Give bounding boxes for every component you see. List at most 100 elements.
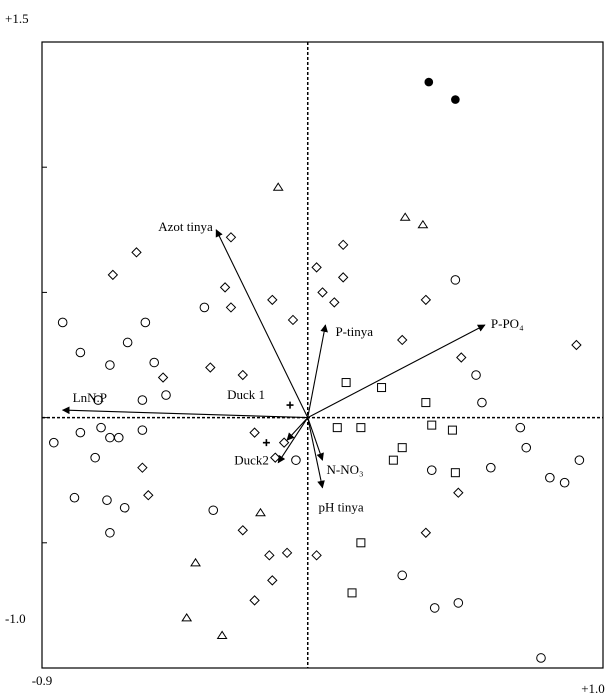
site-diamond — [267, 294, 278, 306]
site-triangle — [181, 612, 193, 622]
site-diamond — [157, 372, 169, 383]
vector-arrow — [277, 417, 309, 464]
vector-arrow — [307, 417, 325, 489]
site-diamond — [287, 314, 299, 326]
site-circle — [102, 495, 112, 506]
site-diamond — [453, 487, 464, 498]
site-diamond — [281, 547, 293, 559]
site-circle — [199, 302, 210, 313]
site-diamond — [237, 369, 248, 381]
site-diamond — [267, 575, 278, 586]
site-triangle — [272, 182, 284, 191]
site-diamond — [264, 550, 275, 561]
vector-label: N-NO₃ — [327, 462, 364, 477]
vector-label: Duck2 — [234, 453, 269, 468]
site-diamond — [225, 302, 237, 313]
site-square — [347, 588, 357, 598]
site-circle — [105, 527, 115, 538]
site-diamond — [107, 269, 119, 281]
site-circle — [161, 390, 171, 400]
site-circle — [453, 598, 464, 608]
site-triangle — [216, 630, 228, 639]
site-circle — [49, 437, 59, 448]
x-tick-label: +1.0 — [581, 681, 605, 695]
site-diamond — [420, 294, 432, 306]
vector-label: Duck 1 — [227, 387, 265, 402]
site-diamond — [219, 282, 231, 293]
vector-label: pH tinya — [319, 500, 364, 515]
site-diamond — [278, 437, 290, 448]
site-circle — [559, 477, 570, 488]
site-square — [397, 443, 407, 453]
site-diamond — [237, 525, 248, 536]
site-diamond — [337, 239, 349, 251]
site-circle — [69, 492, 80, 503]
site-circle — [119, 502, 130, 513]
site-circle — [208, 505, 219, 516]
vector-arrow — [286, 417, 309, 441]
x-tick-label: -0.9 — [32, 673, 53, 688]
site-diamond — [420, 527, 432, 538]
site-circle — [140, 317, 151, 328]
site-circle — [429, 603, 440, 613]
site-diamond — [270, 452, 281, 463]
site-triangle — [417, 219, 429, 229]
site-diamond — [205, 362, 216, 373]
site-circle — [426, 465, 437, 475]
site-square — [447, 425, 457, 435]
site-diamond — [249, 427, 260, 438]
site-circle — [291, 455, 301, 465]
site-filled-circle — [424, 77, 434, 87]
site-square — [356, 423, 366, 433]
site-circle — [93, 395, 103, 405]
site-diamond — [397, 334, 408, 346]
site-plus — [286, 401, 294, 409]
site-circle — [90, 452, 100, 463]
vector-arrow — [307, 417, 324, 461]
site-diamond — [337, 272, 349, 283]
site-triangle — [399, 212, 411, 221]
site-circle — [574, 455, 585, 465]
site-circle — [450, 275, 461, 285]
vector-label: P-tinya — [335, 324, 373, 339]
site-diamond — [311, 550, 322, 561]
site-diamond — [143, 490, 154, 501]
vector-label: Azot tinya — [158, 219, 213, 234]
plot-frame — [41, 41, 604, 669]
site-plus — [262, 439, 270, 447]
y-tick-label: -1.0 — [5, 611, 26, 626]
site-triangle — [255, 507, 266, 517]
site-circle — [149, 357, 159, 368]
site-circle — [536, 653, 546, 663]
y-tick-label: +1.5 — [5, 11, 29, 26]
site-diamond — [571, 339, 582, 351]
site-circle — [137, 395, 148, 405]
site-diamond — [329, 297, 340, 308]
site-diamond — [225, 232, 237, 243]
site-circle — [96, 422, 106, 433]
site-diamond — [311, 262, 322, 273]
site-circle — [486, 462, 496, 473]
site-circle — [137, 425, 148, 435]
site-square — [450, 468, 460, 478]
site-circle — [113, 432, 124, 443]
site-square — [377, 383, 387, 393]
site-square — [421, 398, 431, 408]
site-square — [332, 423, 342, 433]
site-circle — [545, 472, 555, 483]
site-circle — [122, 337, 133, 348]
site-circle — [105, 360, 115, 370]
vector-arrow — [307, 324, 486, 419]
site-circle — [57, 317, 68, 328]
site-square — [388, 455, 398, 465]
site-triangle — [190, 557, 201, 567]
site-circle — [105, 432, 115, 443]
site-circle — [75, 347, 86, 358]
site-diamond — [317, 287, 328, 298]
site-circle — [515, 422, 526, 433]
site-filled-circle — [451, 95, 460, 104]
site-diamond — [456, 352, 467, 363]
site-circle — [471, 370, 481, 380]
site-square — [356, 538, 366, 548]
